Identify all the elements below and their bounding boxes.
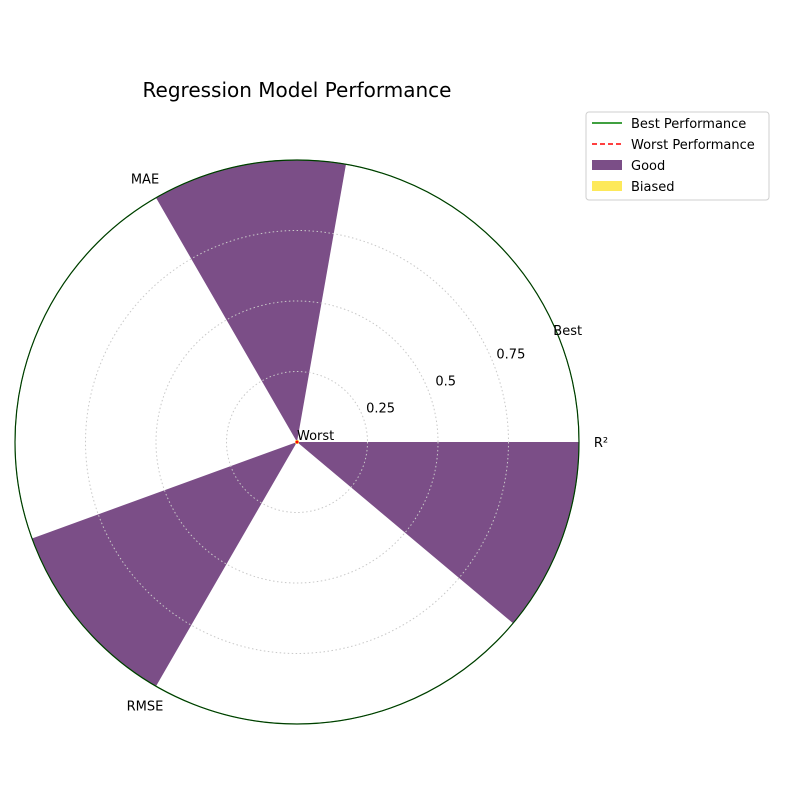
sector-good-1 xyxy=(156,160,346,442)
axis-label-2: RMSE xyxy=(127,699,164,714)
legend-label-biased: Biased xyxy=(631,180,675,195)
reference-lines xyxy=(14,159,580,725)
radial-grid xyxy=(85,230,509,654)
legend-swatch-good xyxy=(592,160,622,170)
sector-good-0 xyxy=(297,442,579,624)
legend-swatch-biased xyxy=(592,181,622,191)
polar-frame xyxy=(14,159,580,725)
worst-label: Worst xyxy=(297,429,334,444)
legend-box xyxy=(585,111,770,201)
series-sectors xyxy=(32,160,579,687)
r-tick-label-2: 0.75 xyxy=(496,347,525,362)
sector-good-2 xyxy=(32,442,297,687)
r-tick-label-1: 0.5 xyxy=(435,374,456,389)
legend-label-best-performance: Best Performance xyxy=(631,117,746,132)
grid-circle-2 xyxy=(85,230,509,654)
grid-circle-1 xyxy=(155,300,439,584)
chart-title: Regression Model Performance xyxy=(143,78,452,102)
legend: Best Performance Worst Performance Good Bia… xyxy=(585,111,770,201)
legend-label-worst-performance: Worst Performance xyxy=(631,138,755,153)
axis-label-1: MAE xyxy=(131,173,159,188)
r-tick-label-0: 0.25 xyxy=(366,401,395,416)
reference-worst-performance xyxy=(295,440,299,444)
legend-label-good: Good xyxy=(631,159,665,174)
grid-circle-0 xyxy=(226,371,368,513)
best-label: Best xyxy=(553,324,582,339)
axis-label-0: R² xyxy=(594,436,608,451)
axis-labels: R² MAE RMSE 0.25 0.5 0.75 Best Worst xyxy=(127,173,608,715)
